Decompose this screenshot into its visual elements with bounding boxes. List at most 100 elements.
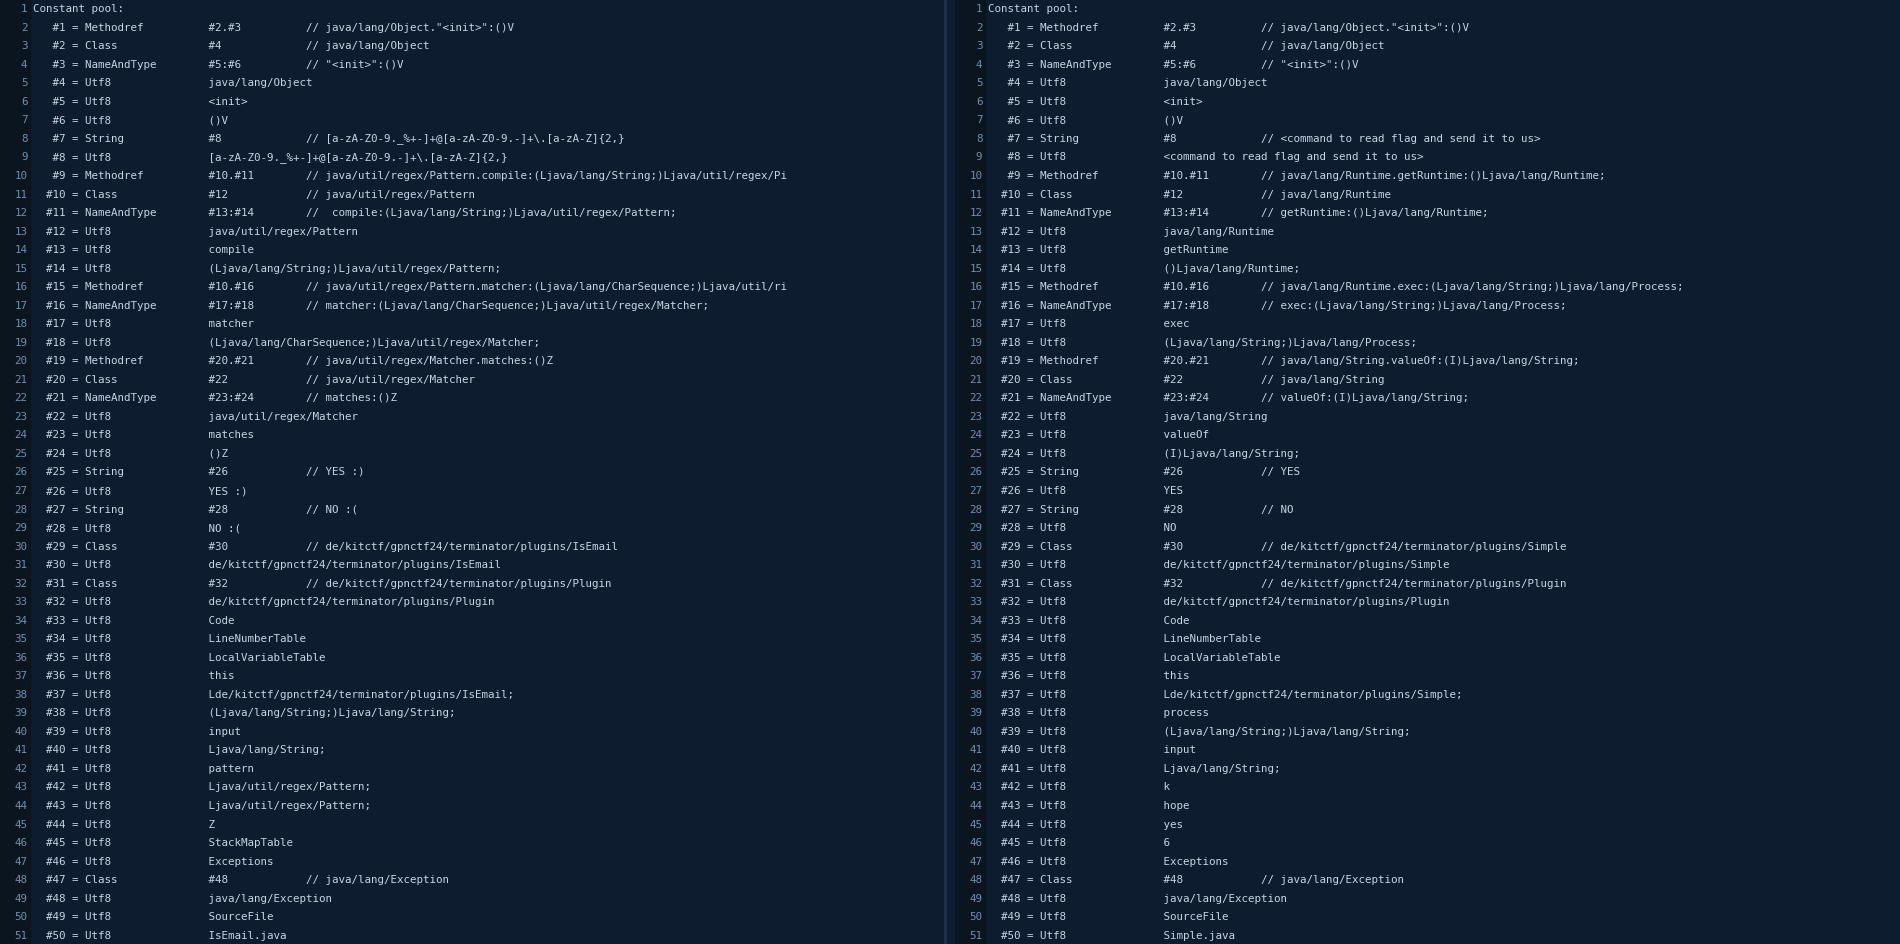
Text: 19: 19 — [969, 337, 982, 347]
Text: 13: 13 — [969, 227, 982, 236]
Text: 9: 9 — [977, 152, 982, 162]
Text: 2: 2 — [977, 23, 982, 33]
Text: Constant pool:: Constant pool: — [32, 5, 124, 14]
Text: #47 = Class              #48            // java/lang/Exception: #47 = Class #48 // java/lang/Exception — [32, 874, 448, 885]
Text: 15: 15 — [969, 263, 982, 274]
Text: #17 = Utf8               matcher: #17 = Utf8 matcher — [32, 319, 255, 329]
Text: #2 = Class              #4             // java/lang/Object: #2 = Class #4 // java/lang/Object — [32, 42, 429, 51]
Text: #9 = Methodref          #10.#11        // java/util/regex/Pattern.compile:(Ljava: #9 = Methodref #10.#11 // java/util/rege… — [32, 171, 787, 181]
Text: 26: 26 — [15, 467, 27, 477]
Text: #15 = Methodref          #10.#16        // java/lang/Runtime.exec:(Ljava/lang/St: #15 = Methodref #10.#16 // java/lang/Run… — [988, 282, 1683, 292]
Text: #50 = Utf8               Simple.java: #50 = Utf8 Simple.java — [988, 930, 1235, 939]
Text: #27 = String             #28            // NO: #27 = String #28 // NO — [988, 504, 1294, 514]
Text: #8 = Utf8               [a-zA-Z0-9._%+-]+@[a-zA-Z0-9.-]+\.[a-zA-Z]{2,}: #8 = Utf8 [a-zA-Z0-9._%+-]+@[a-zA-Z0-9.-… — [32, 152, 507, 162]
Text: 15: 15 — [15, 263, 27, 274]
Text: 28: 28 — [969, 504, 982, 514]
Text: #18 = Utf8               (Ljava/lang/String;)Ljava/lang/Process;: #18 = Utf8 (Ljava/lang/String;)Ljava/lan… — [988, 337, 1417, 347]
Text: #14 = Utf8               ()Ljava/lang/Runtime;: #14 = Utf8 ()Ljava/lang/Runtime; — [988, 263, 1300, 274]
Text: #16 = NameAndType        #17:#18        // matcher:(Ljava/lang/CharSequence;)Lja: #16 = NameAndType #17:#18 // matcher:(Lj… — [32, 300, 709, 311]
Text: #44 = Utf8               yes: #44 = Utf8 yes — [988, 818, 1184, 829]
Text: 2: 2 — [21, 23, 27, 33]
Text: #42 = Utf8               k: #42 = Utf8 k — [988, 782, 1170, 792]
Text: 25: 25 — [969, 448, 982, 459]
Text: #33 = Utf8               Code: #33 = Utf8 Code — [988, 615, 1189, 625]
Text: #31 = Class              #32            // de/kitctf/gpnctf24/terminator/plugins: #31 = Class #32 // de/kitctf/gpnctf24/te… — [32, 578, 612, 588]
Text: #18 = Utf8               (Ljava/lang/CharSequence;)Ljava/util/regex/Matcher;: #18 = Utf8 (Ljava/lang/CharSequence;)Lja… — [32, 337, 540, 347]
Text: #28 = Utf8               NO: #28 = Utf8 NO — [988, 523, 1176, 532]
Text: #39 = Utf8               input: #39 = Utf8 input — [32, 726, 241, 736]
Text: 31: 31 — [15, 560, 27, 569]
Text: 29: 29 — [15, 523, 27, 532]
Text: Constant pool:: Constant pool: — [988, 5, 1079, 14]
Text: #10 = Class              #12            // java/util/regex/Pattern: #10 = Class #12 // java/util/regex/Patte… — [32, 190, 475, 199]
Text: 29: 29 — [969, 523, 982, 532]
Text: 11: 11 — [969, 190, 982, 199]
Text: 18: 18 — [15, 319, 27, 329]
Text: #13 = Utf8               getRuntime: #13 = Utf8 getRuntime — [988, 244, 1229, 255]
Text: #23 = Utf8               matches: #23 = Utf8 matches — [32, 430, 255, 440]
Text: #3 = NameAndType        #5:#6          // "<init>":()V: #3 = NameAndType #5:#6 // "<init>":()V — [988, 59, 1358, 70]
Text: 6: 6 — [977, 97, 982, 107]
Text: 30: 30 — [969, 541, 982, 551]
Text: #1 = Methodref          #2.#3          // java/lang/Object."<init>":()V: #1 = Methodref #2.#3 // java/lang/Object… — [32, 23, 515, 33]
Text: 17: 17 — [15, 300, 27, 311]
Text: 11: 11 — [15, 190, 27, 199]
Text: 35: 35 — [15, 633, 27, 644]
Text: 49: 49 — [15, 893, 27, 902]
Text: #37 = Utf8               Lde/kitctf/gpnctf24/terminator/plugins/IsEmail;: #37 = Utf8 Lde/kitctf/gpnctf24/terminato… — [32, 689, 515, 700]
Text: 22: 22 — [15, 393, 27, 403]
Text: #39 = Utf8               (Ljava/lang/String;)Ljava/lang/String;: #39 = Utf8 (Ljava/lang/String;)Ljava/lan… — [988, 726, 1410, 736]
Text: 21: 21 — [15, 375, 27, 384]
Text: 38: 38 — [969, 689, 982, 700]
Text: 20: 20 — [969, 356, 982, 366]
Text: 47: 47 — [969, 855, 982, 866]
Text: #10 = Class              #12            // java/lang/Runtime: #10 = Class #12 // java/lang/Runtime — [988, 190, 1391, 199]
Text: #32 = Utf8               de/kitctf/gpnctf24/terminator/plugins/Plugin: #32 = Utf8 de/kitctf/gpnctf24/terminator… — [32, 597, 494, 607]
Text: #42 = Utf8               Ljava/util/regex/Pattern;: #42 = Utf8 Ljava/util/regex/Pattern; — [32, 782, 370, 792]
Text: #36 = Utf8               this: #36 = Utf8 this — [32, 670, 234, 681]
Text: #30 = Utf8               de/kitctf/gpnctf24/terminator/plugins/IsEmail: #30 = Utf8 de/kitctf/gpnctf24/terminator… — [32, 560, 502, 569]
Text: 7: 7 — [21, 115, 27, 126]
Text: 47: 47 — [15, 855, 27, 866]
Text: #11 = NameAndType        #13:#14        //  compile:(Ljava/lang/String;)Ljava/ut: #11 = NameAndType #13:#14 // compile:(Lj… — [32, 208, 676, 218]
Text: 28: 28 — [15, 504, 27, 514]
Text: #43 = Utf8               Ljava/util/regex/Pattern;: #43 = Utf8 Ljava/util/regex/Pattern; — [32, 801, 370, 810]
Text: 25: 25 — [15, 448, 27, 459]
Text: 4: 4 — [21, 59, 27, 70]
Text: #48 = Utf8               java/lang/Exception: #48 = Utf8 java/lang/Exception — [988, 893, 1286, 902]
Text: #35 = Utf8               LocalVariableTable: #35 = Utf8 LocalVariableTable — [32, 652, 325, 662]
Text: 5: 5 — [21, 78, 27, 89]
Text: 40: 40 — [969, 726, 982, 736]
Text: #36 = Utf8               this: #36 = Utf8 this — [988, 670, 1189, 681]
Text: 37: 37 — [15, 670, 27, 681]
Text: #50 = Utf8               IsEmail.java: #50 = Utf8 IsEmail.java — [32, 930, 287, 939]
Text: 27: 27 — [15, 485, 27, 496]
Text: #25 = String             #26            // YES: #25 = String #26 // YES — [988, 467, 1300, 477]
Text: #9 = Methodref          #10.#11        // java/lang/Runtime.getRuntime:()Ljava/l: #9 = Methodref #10.#11 // java/lang/Runt… — [988, 171, 1606, 181]
Text: 46: 46 — [15, 837, 27, 847]
Text: #29 = Class              #30            // de/kitctf/gpnctf24/terminator/plugins: #29 = Class #30 // de/kitctf/gpnctf24/te… — [32, 541, 618, 551]
Text: 41: 41 — [969, 745, 982, 754]
Text: #20 = Class              #22            // java/util/regex/Matcher: #20 = Class #22 // java/util/regex/Match… — [32, 375, 475, 384]
Text: #26 = Utf8               YES: #26 = Utf8 YES — [988, 485, 1184, 496]
Text: 45: 45 — [15, 818, 27, 829]
Text: 17: 17 — [969, 300, 982, 311]
Text: #16 = NameAndType        #17:#18        // exec:(Ljava/lang/String;)Ljava/lang/P: #16 = NameAndType #17:#18 // exec:(Ljava… — [988, 300, 1566, 311]
Text: #22 = Utf8               java/lang/String: #22 = Utf8 java/lang/String — [988, 412, 1267, 421]
Text: 27: 27 — [969, 485, 982, 496]
Text: #14 = Utf8               (Ljava/lang/String;)Ljava/util/regex/Pattern;: #14 = Utf8 (Ljava/lang/String;)Ljava/uti… — [32, 263, 502, 274]
Text: #4 = Utf8               java/lang/Object: #4 = Utf8 java/lang/Object — [988, 78, 1267, 89]
Text: 45: 45 — [969, 818, 982, 829]
Text: 37: 37 — [969, 670, 982, 681]
Text: #34 = Utf8               LineNumberTable: #34 = Utf8 LineNumberTable — [988, 633, 1262, 644]
Text: #23 = Utf8               valueOf: #23 = Utf8 valueOf — [988, 430, 1208, 440]
Text: 33: 33 — [969, 597, 982, 607]
Text: #41 = Utf8               pattern: #41 = Utf8 pattern — [32, 763, 255, 773]
Text: #40 = Utf8               input: #40 = Utf8 input — [988, 745, 1195, 754]
Text: #46 = Utf8               Exceptions: #46 = Utf8 Exceptions — [32, 855, 274, 866]
Text: #12 = Utf8               java/util/regex/Pattern: #12 = Utf8 java/util/regex/Pattern — [32, 227, 357, 236]
Text: #20 = Class              #22            // java/lang/String: #20 = Class #22 // java/lang/String — [988, 375, 1385, 384]
Text: 24: 24 — [969, 430, 982, 440]
Text: 39: 39 — [15, 708, 27, 717]
Text: #46 = Utf8               Exceptions: #46 = Utf8 Exceptions — [988, 855, 1229, 866]
